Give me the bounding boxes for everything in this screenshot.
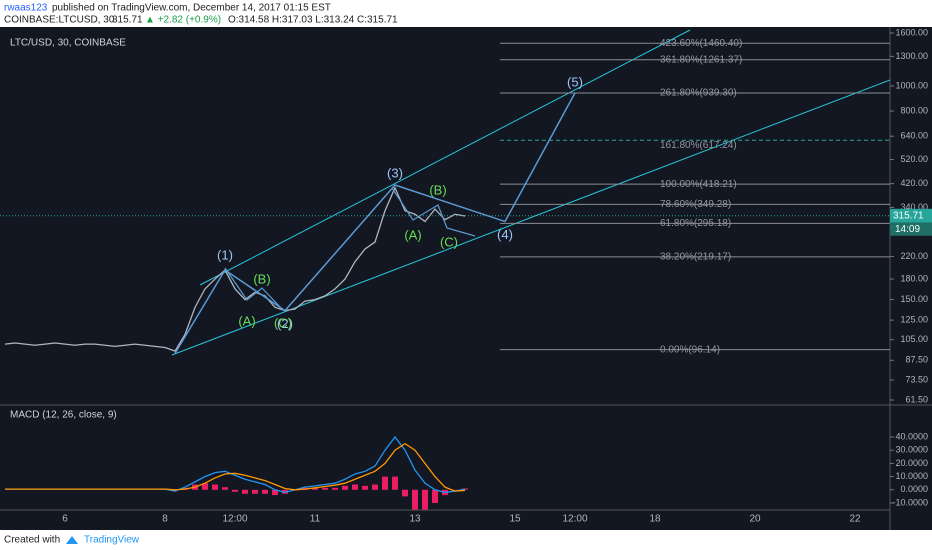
chart-bg bbox=[0, 27, 932, 530]
wave-label: (3) bbox=[387, 165, 403, 180]
published: published on TradingView.com, December 1… bbox=[52, 3, 331, 14]
wave-label: (5) bbox=[567, 74, 583, 89]
histogram-bar bbox=[452, 489, 458, 491]
y-tick-label: 87.50 bbox=[905, 355, 928, 365]
header-change: ▲ +2.82 (+0.9%) bbox=[145, 15, 221, 26]
series-line bbox=[4, 186, 466, 352]
histogram-bar bbox=[392, 476, 398, 490]
fib-label: 100.00%(418.21) bbox=[660, 179, 737, 190]
corrective-line bbox=[224, 267, 284, 311]
series-line bbox=[5, 442, 466, 492]
y-tick-label: 30.0000 bbox=[895, 445, 928, 455]
y-tick-label: 73.50 bbox=[905, 374, 928, 384]
fib-label: 423.60%(1460.40) bbox=[660, 38, 742, 49]
wave-label: (4) bbox=[497, 227, 513, 242]
header-bg bbox=[0, 0, 932, 27]
histogram-bar bbox=[402, 489, 408, 497]
y-tick-label: 61.50 bbox=[905, 394, 928, 404]
countdown-label: 14:09 bbox=[895, 224, 920, 235]
histogram-bar bbox=[212, 484, 218, 490]
corrective-label: (A) bbox=[404, 227, 421, 242]
fib-label: 261.80%(939.30) bbox=[660, 88, 737, 99]
y-tick-label: 420.00 bbox=[900, 178, 928, 188]
corrective-label: (C) bbox=[274, 315, 292, 330]
footer-brand[interactable]: TradingView bbox=[84, 535, 140, 546]
histogram-bar bbox=[242, 489, 248, 494]
logo bbox=[66, 536, 78, 544]
pane-title: LTC/USD, 30, COINBASE bbox=[10, 38, 126, 49]
histogram-bar bbox=[312, 487, 318, 490]
channel-line bbox=[199, 29, 691, 286]
y-tick-label: 40.0000 bbox=[895, 431, 928, 441]
y-tick-label: 220.00 bbox=[900, 251, 928, 261]
wave-label: (2) bbox=[277, 316, 293, 331]
fib-label: 38.20%(219.17) bbox=[660, 252, 731, 263]
x-tick-label: 22 bbox=[849, 514, 861, 525]
fib-label: 361.80%(1261.37) bbox=[660, 54, 742, 65]
fib-label: 0.00%(96.14) bbox=[660, 344, 720, 355]
fib-label: 61.80%(295.18) bbox=[660, 218, 731, 229]
histogram-bar bbox=[342, 485, 348, 490]
wave-label: (1) bbox=[217, 247, 233, 262]
histogram-bar bbox=[412, 489, 418, 510]
y-tick-label: 1600.00 bbox=[895, 27, 928, 37]
y-tick-label: 150.00 bbox=[900, 294, 928, 304]
header-price: 315.71 bbox=[112, 15, 143, 26]
y-tick-label: 1000.00 bbox=[895, 80, 928, 90]
y-tick-label: 340.00 bbox=[900, 202, 928, 212]
histogram-bar bbox=[232, 489, 238, 492]
corrective-label: (B) bbox=[429, 182, 446, 197]
corrective-label: (B) bbox=[253, 271, 270, 286]
x-tick-label: 13 bbox=[409, 514, 421, 525]
histogram-bar bbox=[382, 476, 388, 490]
wave-line bbox=[174, 92, 576, 354]
corrective-label: (A) bbox=[238, 313, 255, 328]
header-ohlc: O:314.58 H:317.03 L:313.24 C:315.71 bbox=[228, 15, 398, 26]
price-badge bbox=[890, 208, 932, 223]
x-tick-label: 12:00 bbox=[222, 514, 247, 525]
y-tick-label: 1300.00 bbox=[895, 51, 928, 61]
x-tick-label: 20 bbox=[749, 514, 761, 525]
histogram-bar bbox=[272, 489, 278, 496]
histogram-bar bbox=[202, 483, 208, 490]
corrective-label: (C) bbox=[440, 234, 458, 249]
pane-title: MACD (12, 26, close, 9) bbox=[10, 410, 117, 421]
corrective-line bbox=[391, 187, 476, 237]
y-tick-label: 180.00 bbox=[900, 273, 928, 283]
histogram-bar bbox=[332, 487, 338, 490]
histogram-bar bbox=[432, 489, 438, 503]
y-tick-label: 640.00 bbox=[900, 131, 928, 141]
x-tick-label: 18 bbox=[649, 514, 661, 525]
y-tick-label: 800.00 bbox=[900, 105, 928, 115]
histogram-bar bbox=[252, 489, 258, 494]
x-tick-label: 11 bbox=[310, 514, 321, 525]
x-tick-label: 8 bbox=[162, 514, 168, 525]
histogram-bar bbox=[362, 485, 368, 490]
y-tick-label: 125.00 bbox=[900, 314, 928, 324]
y-tick-label: 105.00 bbox=[900, 334, 928, 344]
y-tick-label: 10.0000 bbox=[895, 471, 928, 481]
fib-label: 78.60%(349.28) bbox=[660, 199, 731, 210]
author[interactable]: rwaas123 bbox=[4, 3, 48, 14]
x-tick-label: 12:00 bbox=[562, 514, 587, 525]
histogram-bar bbox=[422, 489, 428, 510]
y-tick-label: 20.0000 bbox=[895, 458, 928, 468]
x-tick-label: 6 bbox=[62, 514, 68, 525]
y-tick-label: 520.00 bbox=[900, 154, 928, 164]
x-tick-label: 15 bbox=[509, 514, 521, 525]
histogram-bar bbox=[262, 489, 268, 494]
histogram-bar bbox=[222, 487, 228, 490]
histogram-bar bbox=[372, 484, 378, 490]
footer-created: Created with bbox=[4, 535, 60, 546]
countdown-badge bbox=[890, 222, 932, 236]
y-tick-label: -10.0000 bbox=[892, 497, 928, 507]
y-tick-label: 0.0000 bbox=[900, 484, 928, 494]
footer-bg bbox=[0, 530, 932, 550]
histogram-bar bbox=[352, 484, 358, 490]
fib-label: 161.80%(617.24) bbox=[660, 140, 737, 151]
histogram-bar bbox=[322, 487, 328, 490]
symbol: COINBASE:LTCUSD, 30 bbox=[4, 15, 115, 26]
price-badge-label: 315.71 bbox=[893, 210, 924, 221]
